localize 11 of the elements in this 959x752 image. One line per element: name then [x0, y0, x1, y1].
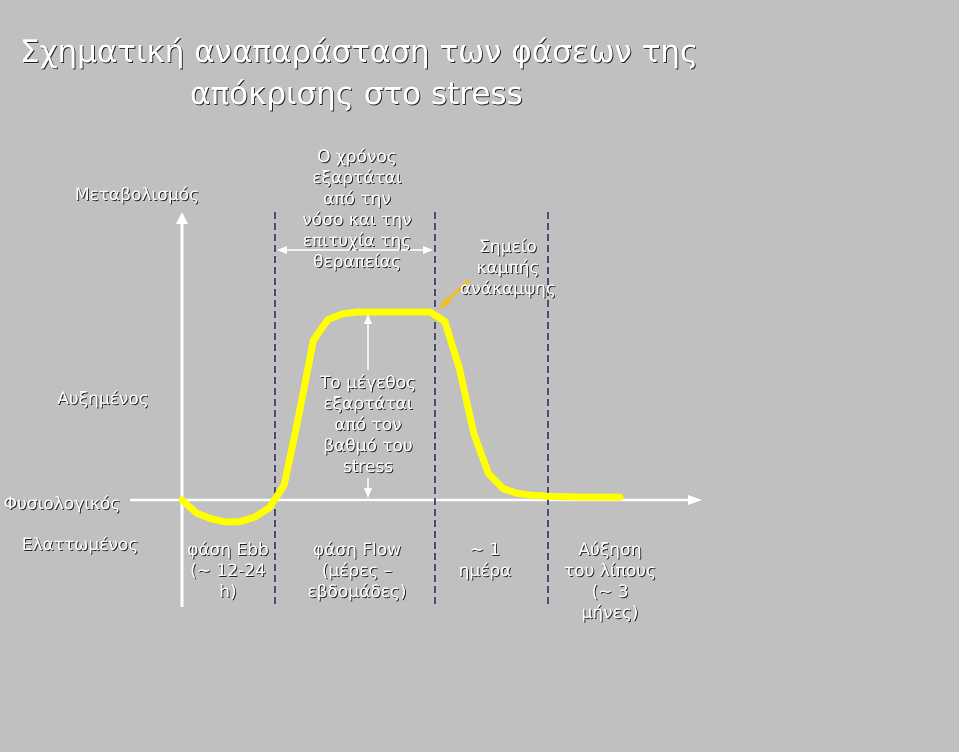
text: Ο χρόνος εξαρτάται από την νόσο και την επιτυχία της θεραπείας [303, 148, 413, 273]
text: Φυσιολογικός [4, 495, 122, 515]
text: ~ 1 ημέρα [458, 540, 512, 581]
text: Μεταβολισμός [76, 186, 200, 206]
text: Ελαττωμένος [22, 536, 140, 556]
chart-title: Σχηματική αναπαράσταση των φάσεων της απόκρισης στο stress [20, 34, 698, 112]
text: φάση Ebb (~ 12-24 h) [187, 540, 269, 602]
text: φάση Flow (μέρες – εβδομάδες) [307, 540, 407, 602]
text: Αύξηση του λίπους (~ 3 μήνες) [564, 540, 656, 623]
text: Αυξημένος [58, 390, 150, 410]
annotation: Το μέγεθος εξαρτάται από τον βαθμό του stress [318, 373, 416, 477]
